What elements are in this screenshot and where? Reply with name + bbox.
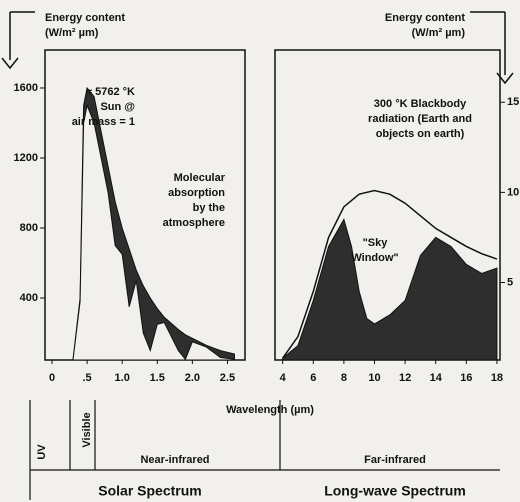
- x-tick-label: 4: [280, 372, 287, 384]
- annotation: absorption: [168, 187, 225, 199]
- figure: Wavelength (µm) UV Visible Near-infrared…: [0, 0, 520, 502]
- x-tick-label: 2.0: [185, 372, 200, 384]
- band-label: Far-infrared: [364, 454, 426, 466]
- band-label: UV: [36, 444, 48, 460]
- y-label: (W/m² µm): [45, 27, 99, 39]
- y-label: (W/m² µm): [412, 27, 466, 39]
- x-tick-label: 1.0: [115, 372, 130, 384]
- x-tick-label: 14: [430, 372, 443, 384]
- annotation: objects on earth): [376, 128, 465, 140]
- x-tick-label: 1.5: [150, 372, 165, 384]
- band-label: Near-infrared: [140, 454, 209, 466]
- x-label: Wavelength (µm): [226, 404, 314, 416]
- x-tick-label: 8: [341, 372, 347, 384]
- y-tick-label: 10: [507, 186, 519, 198]
- annotation: Window": [351, 252, 398, 264]
- right-arrow: [470, 12, 513, 83]
- y-tick-label: 400: [20, 292, 38, 304]
- annotation: air mass = 1: [72, 116, 135, 128]
- x-tick-label: 6: [310, 372, 316, 384]
- y-label: Energy content: [45, 12, 125, 24]
- band-label: Visible: [81, 412, 93, 447]
- y-tick-label: 5: [507, 276, 513, 288]
- annotation: by the: [193, 202, 225, 214]
- area: [283, 219, 497, 360]
- y-tick-label: 1200: [14, 152, 38, 164]
- annotation: Sun @: [100, 101, 135, 113]
- y-tick-label: 15: [507, 96, 519, 108]
- annotation: radiation (Earth and: [368, 113, 472, 125]
- y-tick-label: 800: [20, 222, 38, 234]
- annotation: Molecular: [174, 172, 226, 184]
- x-tick-label: 2.5: [220, 372, 235, 384]
- spectrum-title: Solar Spectrum: [98, 483, 201, 499]
- x-tick-label: .5: [83, 372, 92, 384]
- x-tick-label: 16: [460, 372, 472, 384]
- x-tick-label: 18: [491, 372, 503, 384]
- x-tick-label: 12: [399, 372, 411, 384]
- spectrum-title: Long-wave Spectrum: [324, 483, 466, 499]
- annotation: atmosphere: [163, 217, 225, 229]
- annotation: ≈ 5762 °K: [86, 86, 135, 98]
- annotation: 300 °K Blackbody: [374, 98, 467, 110]
- left-arrow: [2, 12, 35, 68]
- page: Wavelength (µm) UV Visible Near-infrared…: [0, 0, 520, 502]
- x-tick-label: 0: [49, 372, 55, 384]
- x-tick-label: 10: [368, 372, 380, 384]
- y-label: Energy content: [385, 12, 465, 24]
- annotation: "Sky: [363, 237, 389, 249]
- y-tick-label: 1600: [14, 82, 38, 94]
